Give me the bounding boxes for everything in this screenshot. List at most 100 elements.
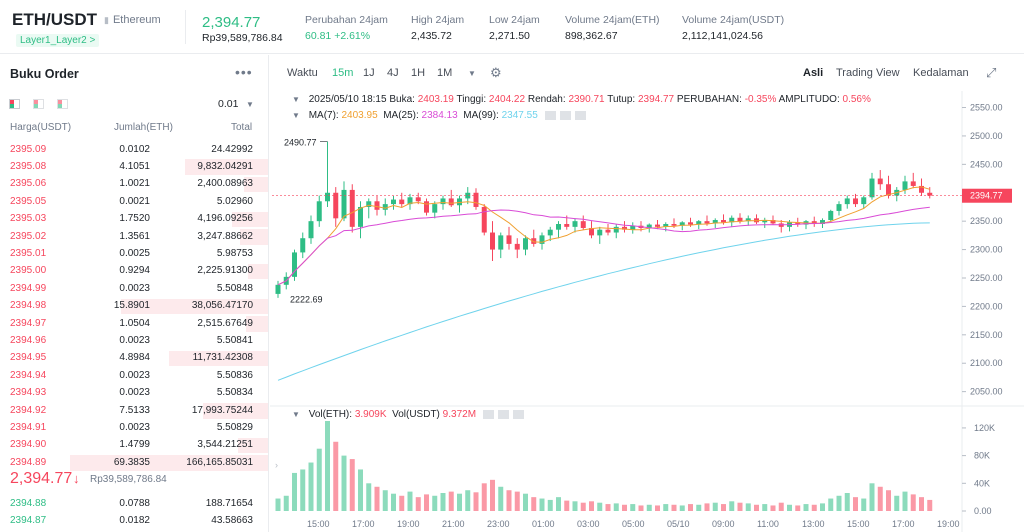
ask-row[interactable]: 2395.05 0.0021 5.02960 bbox=[0, 193, 268, 210]
candle-body bbox=[547, 229, 553, 236]
interval-1h[interactable]: 1J bbox=[363, 67, 375, 79]
ask-row[interactable]: 2394.96 0.0023 5.50841 bbox=[0, 332, 268, 349]
settings-icon[interactable]: ⚙ bbox=[490, 65, 502, 80]
candle-body bbox=[374, 201, 380, 210]
interval-4h[interactable]: 4J bbox=[387, 67, 399, 79]
ask-row[interactable]: 2394.99 0.0023 5.50848 bbox=[0, 280, 268, 297]
time-tick-label: 23:00 bbox=[487, 519, 510, 529]
eye-icon[interactable] bbox=[482, 409, 494, 419]
both-sides-view-icon[interactable] bbox=[9, 99, 20, 109]
ask-row[interactable]: 2395.08 4.1051 9,832.04291 bbox=[0, 158, 268, 175]
collapse-icon[interactable]: ▼ bbox=[292, 410, 300, 419]
depth-bar bbox=[238, 437, 268, 454]
ask-row[interactable]: 2395.03 1.7520 4,196.09256 bbox=[0, 211, 268, 228]
interval-15m[interactable]: 15m bbox=[332, 67, 354, 79]
settings-icon[interactable] bbox=[559, 110, 571, 120]
ask-row[interactable]: 2395.01 0.0025 5.98753 bbox=[0, 245, 268, 262]
pair-name[interactable]: ▮ Ethereum bbox=[104, 14, 161, 26]
volume-bar bbox=[655, 505, 660, 511]
ask-row[interactable]: 2394.91 0.0023 5.50829 bbox=[0, 419, 268, 436]
collapse-icon[interactable]: ▼ bbox=[292, 95, 300, 104]
price-tick-label: 2450.00 bbox=[970, 159, 1003, 169]
bid-row[interactable]: 2394.87 0.0182 43.58663 bbox=[0, 512, 268, 529]
ask-row[interactable]: 2394.90 1.4799 3,544.21251 bbox=[0, 437, 268, 454]
ask-row[interactable]: 2395.00 0.9294 2,225.91300 bbox=[0, 263, 268, 280]
collapse-icon[interactable]: ▼ bbox=[292, 111, 300, 120]
depth-bar bbox=[70, 455, 268, 471]
row-total: 9,832.04291 bbox=[197, 160, 253, 172]
ask-row[interactable]: 2394.97 1.0504 2,515.67649 bbox=[0, 315, 268, 332]
ask-row[interactable]: 2394.98 15.8901 38,056.47170 bbox=[0, 298, 268, 315]
row-amount: 0.0023 bbox=[119, 369, 150, 381]
interval-1d[interactable]: 1H bbox=[411, 67, 426, 79]
ask-row[interactable]: 2394.89 69.3835 166,165.85031 bbox=[0, 454, 268, 471]
ask-row[interactable]: 2394.92 7.5133 17,993.75244 bbox=[0, 402, 268, 419]
close-icon[interactable] bbox=[512, 409, 524, 419]
caret-down-icon[interactable]: ▼ bbox=[246, 100, 254, 109]
candle-body bbox=[564, 224, 570, 227]
stat-volume-eth: Volume 24jam(ETH) 898,362.67 bbox=[565, 14, 660, 42]
col-header-total: Total bbox=[231, 122, 253, 133]
volume-bar bbox=[605, 504, 611, 511]
last-price-tag-label: 2394.77 bbox=[970, 191, 1003, 201]
view-original[interactable]: Asli bbox=[803, 67, 824, 79]
volume-bar bbox=[424, 494, 429, 511]
volume-bar bbox=[688, 504, 693, 511]
more-options-icon[interactable]: ••• bbox=[235, 64, 253, 80]
category-tag[interactable]: Layer1_Layer2 > bbox=[16, 34, 100, 47]
row-price: 2394.99 bbox=[10, 282, 47, 294]
ask-row[interactable]: 2394.95 4.8984 11,731.42308 bbox=[0, 350, 268, 367]
stat-volume-usdt: Volume 24jam(USDT) 2,112,141,024.56 bbox=[682, 14, 784, 42]
candle-body bbox=[275, 284, 281, 294]
view-depth[interactable]: Kedalaman bbox=[913, 67, 969, 79]
tick-size-select[interactable]: 0.01 bbox=[218, 98, 239, 110]
fullscreen-icon[interactable]: ⤢ bbox=[986, 65, 997, 80]
volume-bar bbox=[910, 494, 916, 511]
row-price: 2394.95 bbox=[10, 352, 47, 364]
close-icon[interactable] bbox=[574, 110, 586, 120]
candle-body bbox=[729, 217, 735, 223]
eye-icon[interactable] bbox=[544, 110, 556, 120]
candle-body bbox=[721, 220, 726, 223]
pair-symbol[interactable]: ETH/USDT bbox=[12, 10, 97, 29]
settings-icon[interactable] bbox=[497, 409, 509, 419]
volume-bar bbox=[440, 493, 446, 511]
row-amount: 0.0025 bbox=[119, 247, 150, 259]
volume-bar bbox=[811, 504, 817, 511]
ask-row[interactable]: 2394.94 0.0023 5.50836 bbox=[0, 367, 268, 384]
row-price: 2395.08 bbox=[10, 160, 47, 172]
volume-bar bbox=[663, 504, 669, 511]
depth-bar bbox=[240, 229, 268, 245]
candle-body bbox=[399, 199, 405, 205]
candle-body bbox=[465, 192, 471, 199]
volume-bar bbox=[770, 505, 776, 511]
interval-1m[interactable]: 1M bbox=[437, 67, 453, 79]
bids-only-view-icon[interactable] bbox=[33, 99, 44, 109]
volume-bar bbox=[333, 441, 339, 511]
row-total: 4,196.09256 bbox=[197, 213, 253, 225]
row-price: 2394.88 bbox=[10, 497, 47, 509]
ask-row[interactable]: 2394.93 0.0023 5.50834 bbox=[0, 385, 268, 402]
bid-row[interactable]: 2394.88 0.0788 188.71654 bbox=[0, 495, 268, 512]
candle-body bbox=[440, 198, 446, 205]
scroll-left-icon[interactable]: › bbox=[275, 460, 278, 470]
row-total: 3,247.88662 bbox=[197, 230, 253, 242]
row-amount: 0.9294 bbox=[119, 265, 150, 277]
more-intervals-icon[interactable]: ▼ bbox=[468, 69, 476, 78]
ask-row[interactable]: 2395.09 0.0102 24.42992 bbox=[0, 141, 268, 158]
legend-open: 2403.19 bbox=[417, 94, 454, 105]
asks-only-view-icon[interactable] bbox=[57, 99, 68, 109]
candle-body bbox=[448, 198, 454, 206]
volume-bar bbox=[696, 504, 702, 511]
ask-row[interactable]: 2395.02 1.3561 3,247.88662 bbox=[0, 228, 268, 245]
candle-body bbox=[539, 235, 545, 244]
row-price: 2394.91 bbox=[10, 421, 47, 433]
price-chart[interactable]: 2550.002500.002450.002400.002350.002300.… bbox=[270, 91, 1024, 532]
ask-row[interactable]: 2395.06 1.0021 2,400.08963 bbox=[0, 176, 268, 193]
ma99-line bbox=[277, 222, 930, 381]
volume-bar bbox=[704, 503, 710, 511]
time-tick-label: 11:00 bbox=[757, 519, 779, 529]
row-price: 2395.03 bbox=[10, 213, 47, 225]
view-tradingview[interactable]: Trading View bbox=[836, 67, 900, 79]
candle-body bbox=[712, 220, 718, 224]
